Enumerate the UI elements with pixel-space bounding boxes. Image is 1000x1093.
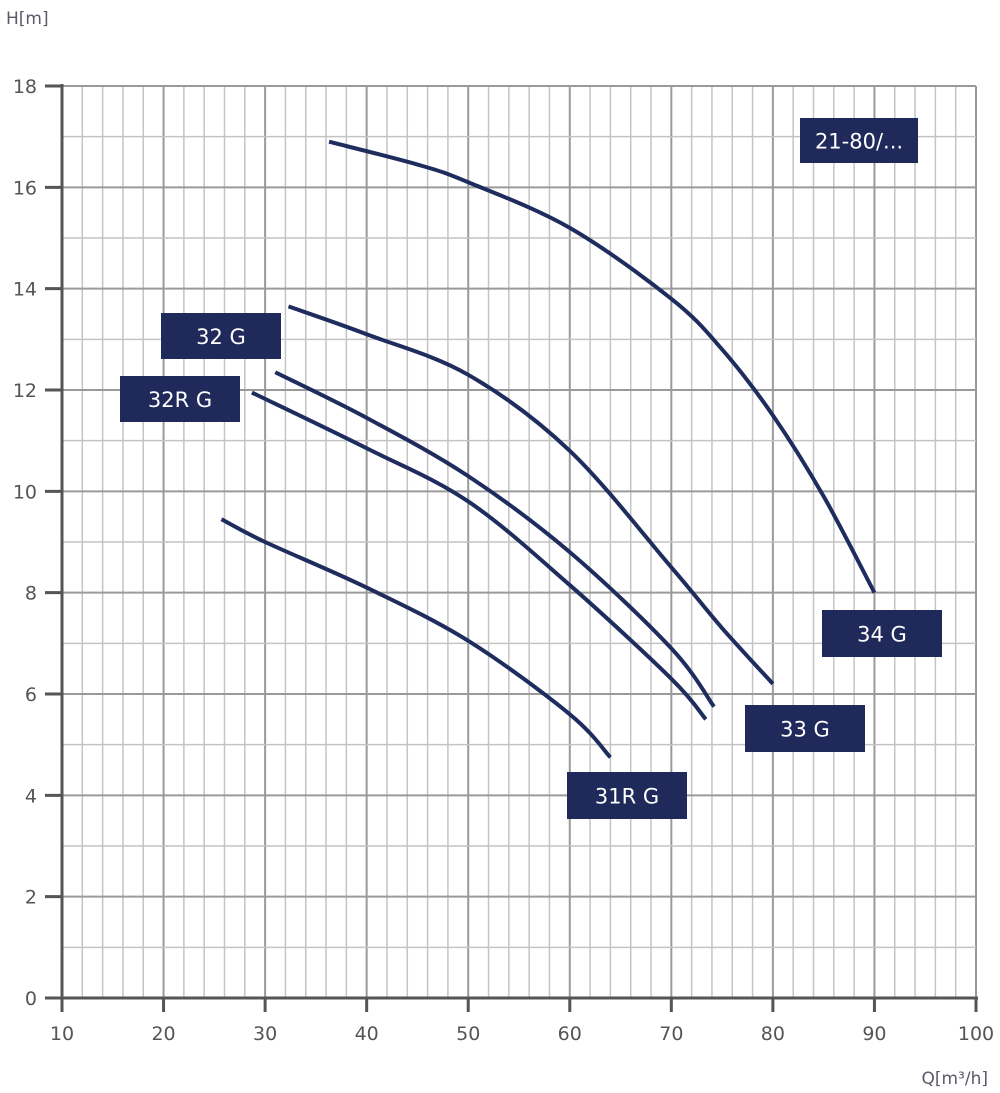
label-box <box>745 705 865 752</box>
label-text: 32 G <box>196 325 246 349</box>
label-32g: 32 G <box>161 313 281 359</box>
curves <box>220 139 877 759</box>
x-tick-label: 70 <box>659 1023 683 1045</box>
x-tick-label: 40 <box>355 1023 379 1045</box>
axes: 0 2 4 6 8 10 12 14 16 18 10 20 30 40 50 60 70 80 90 100 <box>13 76 994 1045</box>
x-tick-label: 10 <box>50 1023 74 1045</box>
y-tick-label: 16 <box>13 177 37 199</box>
y-tick-label: 4 <box>25 785 37 807</box>
y-tick-label: 2 <box>25 887 37 909</box>
label-box <box>822 610 942 657</box>
label-text: 32R G <box>148 388 212 412</box>
y-tick-label: 8 <box>25 583 37 605</box>
x-tick-label: 90 <box>862 1023 886 1045</box>
y-tick-label: 10 <box>13 481 37 503</box>
label-text: 34 G <box>857 623 907 647</box>
label-32rg: 32R G <box>120 376 240 422</box>
curve-32-g <box>274 370 716 708</box>
curve-34-g <box>328 139 877 594</box>
label-34g: 34 G <box>822 610 942 657</box>
label-text: 33 G <box>780 718 830 742</box>
curve-32r-g <box>251 390 708 721</box>
label-box <box>161 313 281 359</box>
label-box <box>800 118 918 163</box>
y-tick-label: 18 <box>13 76 37 98</box>
x-tick-label: 30 <box>253 1023 277 1045</box>
y-axis-label: H[m] <box>6 9 49 29</box>
x-axis-label: Q[m³/h] <box>921 1069 988 1089</box>
curve-labels: 21-80/... 34 G 33 G 32 G 32R G 31R G <box>120 118 942 819</box>
y-tick-label: 14 <box>13 279 37 301</box>
label-31rg: 31R G <box>567 772 687 819</box>
label-text: 31R G <box>595 785 659 809</box>
y-tick-label: 12 <box>13 380 37 402</box>
label-text: 21-80/... <box>815 130 903 154</box>
title-label: 21-80/... <box>800 118 918 163</box>
label-box <box>567 772 687 819</box>
x-tick-label: 100 <box>958 1023 994 1045</box>
x-tick-label: 50 <box>456 1023 480 1045</box>
curve-33-g <box>287 304 775 686</box>
y-tick-label: 6 <box>25 684 37 706</box>
label-33g: 33 G <box>745 705 865 752</box>
curve-31r-g <box>220 517 612 759</box>
y-tick-label: 0 <box>25 988 37 1010</box>
x-tick-label: 20 <box>151 1023 175 1045</box>
x-tick-label: 80 <box>761 1023 785 1045</box>
label-box <box>120 376 240 422</box>
x-tick-label: 60 <box>558 1023 582 1045</box>
